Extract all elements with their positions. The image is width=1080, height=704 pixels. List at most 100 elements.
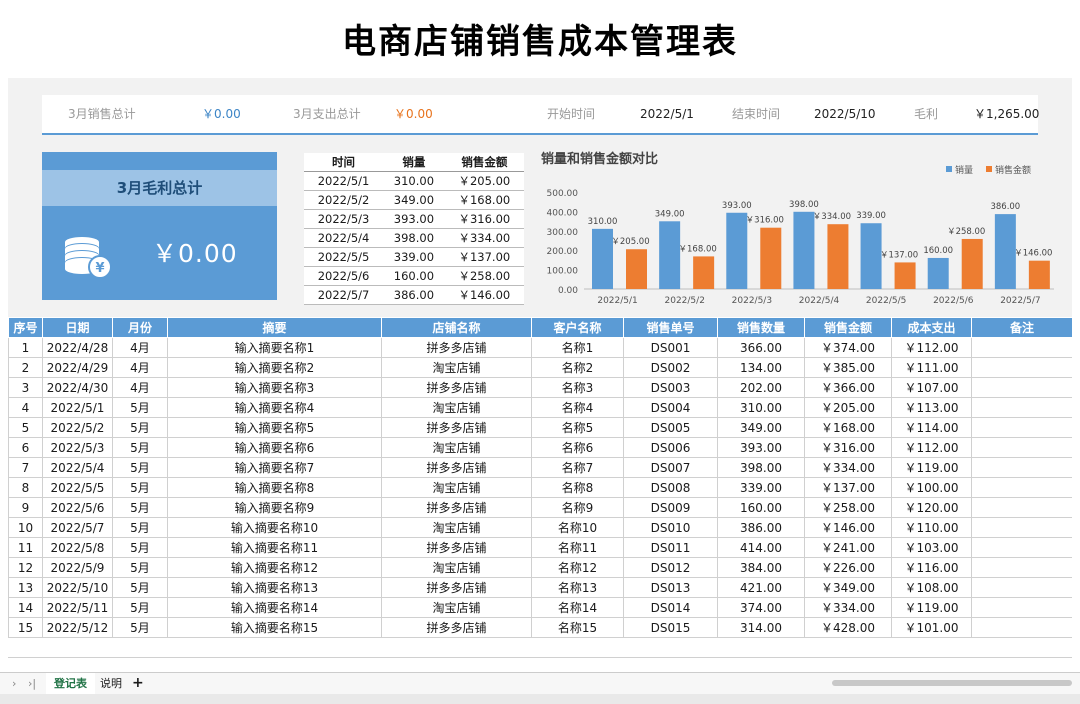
table-cell[interactable]: ￥112.00 [891, 437, 972, 458]
table-cell[interactable]: ￥111.00 [891, 357, 972, 378]
table-cell[interactable]: ￥205.00 [804, 397, 892, 418]
expense-total-value[interactable]: ￥0.00 [394, 107, 433, 121]
table-cell[interactable]: 15 [8, 617, 43, 638]
table-cell[interactable]: 398.00 [717, 457, 805, 478]
table-cell[interactable]: 160.00 [717, 497, 805, 518]
spreadsheet-area[interactable]: 3月销售总计 ￥0.00 3月支出总计 ￥0.00 开始时间 2022/5/1 … [8, 78, 1072, 672]
table-cell[interactable]: 374.00 [717, 597, 805, 618]
mini-table-cell[interactable]: 160.00 [383, 266, 445, 286]
column-header[interactable]: 销售金额 [804, 317, 892, 338]
table-cell[interactable]: 输入摘要名称15 [167, 617, 382, 638]
mini-table-cell[interactable]: 2022/5/3 [304, 209, 384, 229]
sales-total-value[interactable]: ￥0.00 [202, 107, 241, 121]
table-cell[interactable]: 2022/5/9 [42, 557, 113, 578]
horizontal-scrollbar[interactable] [832, 680, 1072, 686]
table-cell[interactable] [971, 597, 1072, 618]
table-cell[interactable]: 2022/5/7 [42, 517, 113, 538]
table-cell[interactable]: 393.00 [717, 437, 805, 458]
table-cell[interactable]: ￥119.00 [891, 457, 972, 478]
table-cell[interactable] [971, 477, 1072, 498]
table-cell[interactable]: 2022/4/30 [42, 377, 113, 398]
table-cell[interactable]: 339.00 [717, 477, 805, 498]
table-cell[interactable]: 名称10 [531, 517, 624, 538]
start-time-value[interactable]: 2022/5/1 [640, 107, 694, 121]
table-cell[interactable]: 5月 [112, 517, 168, 538]
table-cell[interactable]: 1 [8, 337, 43, 358]
table-cell[interactable]: 4月 [112, 357, 168, 378]
table-cell[interactable]: 4 [8, 397, 43, 418]
table-cell[interactable]: 输入摘要名称5 [167, 417, 382, 438]
mini-table-cell[interactable]: 2022/5/4 [304, 228, 384, 248]
table-cell[interactable]: ￥108.00 [891, 577, 972, 598]
column-header[interactable]: 月份 [112, 317, 168, 338]
table-cell[interactable]: 淘宝店铺 [381, 397, 532, 418]
mini-header-cell[interactable]: 时间 [304, 153, 384, 172]
table-cell[interactable]: 名称4 [531, 397, 624, 418]
table-cell[interactable]: 202.00 [717, 377, 805, 398]
table-cell[interactable]: 2022/5/3 [42, 437, 113, 458]
table-cell[interactable]: 输入摘要名称8 [167, 477, 382, 498]
table-cell[interactable]: DS011 [623, 537, 718, 558]
table-cell[interactable]: ￥374.00 [804, 337, 892, 358]
table-cell[interactable]: 名称3 [531, 377, 624, 398]
last-sheet-button[interactable]: ›| [28, 677, 37, 690]
table-cell[interactable]: 11 [8, 537, 43, 558]
table-cell[interactable]: 5月 [112, 577, 168, 598]
table-cell[interactable] [971, 337, 1072, 358]
table-cell[interactable]: 349.00 [717, 417, 805, 438]
table-cell[interactable]: ￥119.00 [891, 597, 972, 618]
mini-table-cell[interactable]: ￥258.00 [444, 266, 524, 286]
table-cell[interactable]: 2 [8, 357, 43, 378]
table-cell[interactable]: 5月 [112, 597, 168, 618]
table-cell[interactable] [971, 437, 1072, 458]
table-cell[interactable] [971, 517, 1072, 538]
table-cell[interactable]: 淘宝店铺 [381, 597, 532, 618]
table-cell[interactable]: 5月 [112, 417, 168, 438]
table-cell[interactable]: 5月 [112, 617, 168, 638]
table-cell[interactable]: 输入摘要名称11 [167, 537, 382, 558]
table-cell[interactable]: 2022/4/29 [42, 357, 113, 378]
mini-table-cell[interactable]: ￥146.00 [444, 285, 524, 305]
table-cell[interactable]: DS014 [623, 597, 718, 618]
table-cell[interactable]: 2022/5/12 [42, 617, 113, 638]
table-cell[interactable]: 输入摘要名称7 [167, 457, 382, 478]
table-cell[interactable]: ￥113.00 [891, 397, 972, 418]
table-cell[interactable]: DS012 [623, 557, 718, 578]
mini-table-cell[interactable]: 349.00 [383, 190, 445, 210]
table-cell[interactable]: 384.00 [717, 557, 805, 578]
table-cell[interactable]: 13 [8, 577, 43, 598]
table-cell[interactable]: 5 [8, 417, 43, 438]
table-cell[interactable]: ￥100.00 [891, 477, 972, 498]
empty-grid-rows[interactable] [8, 637, 1072, 672]
table-cell[interactable]: 8 [8, 477, 43, 498]
table-cell[interactable]: ￥107.00 [891, 377, 972, 398]
table-cell[interactable]: 淘宝店铺 [381, 357, 532, 378]
table-cell[interactable]: 拼多多店铺 [381, 457, 532, 478]
table-cell[interactable]: 6 [8, 437, 43, 458]
table-cell[interactable]: 输入摘要名称14 [167, 597, 382, 618]
table-cell[interactable]: 9 [8, 497, 43, 518]
table-cell[interactable]: 拼多多店铺 [381, 497, 532, 518]
mini-table-cell[interactable]: 398.00 [383, 228, 445, 248]
table-cell[interactable]: 名称2 [531, 357, 624, 378]
table-cell[interactable]: 拼多多店铺 [381, 537, 532, 558]
table-cell[interactable]: ￥116.00 [891, 557, 972, 578]
column-header[interactable]: 客户名称 [531, 317, 624, 338]
table-cell[interactable]: 5月 [112, 537, 168, 558]
table-cell[interactable]: 拼多多店铺 [381, 577, 532, 598]
table-cell[interactable]: 5月 [112, 437, 168, 458]
table-cell[interactable]: 2022/4/28 [42, 337, 113, 358]
table-cell[interactable]: 拼多多店铺 [381, 417, 532, 438]
table-cell[interactable]: DS010 [623, 517, 718, 538]
table-cell[interactable] [971, 417, 1072, 438]
mini-header-cell[interactable]: 销量 [383, 153, 445, 172]
gross-profit-value[interactable]: ￥1,265.00 [974, 107, 1040, 121]
table-cell[interactable]: 名称14 [531, 597, 624, 618]
table-cell[interactable]: 淘宝店铺 [381, 517, 532, 538]
table-cell[interactable]: 名称9 [531, 497, 624, 518]
table-cell[interactable]: 拼多多店铺 [381, 377, 532, 398]
table-cell[interactable] [971, 357, 1072, 378]
table-cell[interactable]: ￥334.00 [804, 597, 892, 618]
table-cell[interactable]: 名称12 [531, 557, 624, 578]
table-cell[interactable] [971, 577, 1072, 598]
